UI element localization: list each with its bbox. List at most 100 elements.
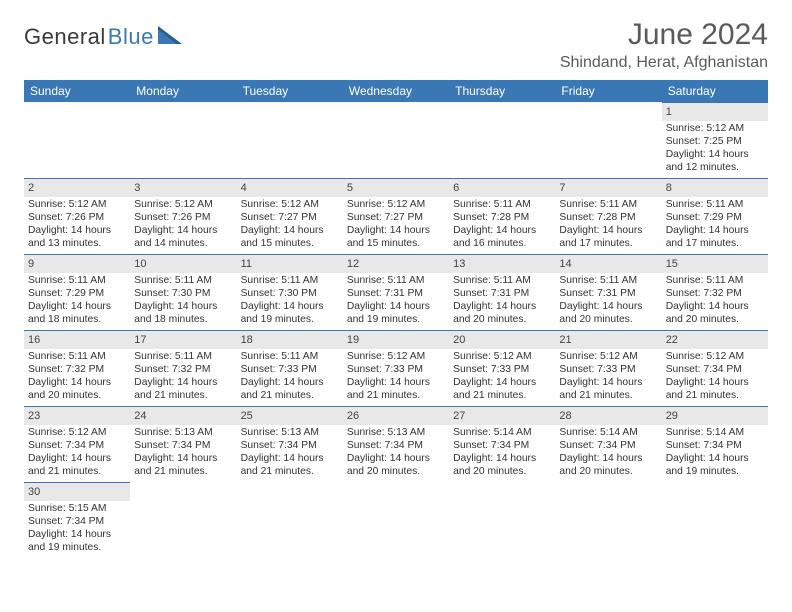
day-number-row: 1 — [24, 103, 768, 121]
sunset-text: Sunset: 7:32 PM — [134, 363, 232, 376]
day-number-cell: 16 — [24, 331, 130, 349]
sunset-text: Sunset: 7:31 PM — [347, 287, 445, 300]
day-content-cell — [130, 121, 236, 179]
sunset-text: Sunset: 7:29 PM — [666, 211, 764, 224]
sunrise-text: Sunrise: 5:11 AM — [28, 350, 126, 363]
sunrise-text: Sunrise: 5:11 AM — [559, 198, 657, 211]
daylight2-text: and 19 minutes. — [347, 313, 445, 326]
day-content-cell — [237, 501, 343, 559]
sunrise-text: Sunrise: 5:14 AM — [453, 426, 551, 439]
day-number-cell: 10 — [130, 255, 236, 273]
day-number-row: 30 — [24, 483, 768, 501]
day-number-cell — [24, 103, 130, 121]
daylight2-text: and 19 minutes. — [666, 465, 764, 478]
day-content-cell: Sunrise: 5:11 AMSunset: 7:30 PMDaylight:… — [237, 273, 343, 331]
daylight1-text: Daylight: 14 hours — [28, 224, 126, 237]
daylight2-text: and 21 minutes. — [347, 389, 445, 402]
sunset-text: Sunset: 7:30 PM — [241, 287, 339, 300]
day-header-monday: Monday — [130, 80, 236, 103]
sunset-text: Sunset: 7:34 PM — [28, 439, 126, 452]
sunrise-text: Sunrise: 5:12 AM — [134, 198, 232, 211]
day-header-friday: Friday — [555, 80, 661, 103]
day-number-cell — [449, 483, 555, 501]
sunset-text: Sunset: 7:33 PM — [559, 363, 657, 376]
daylight2-text: and 21 minutes. — [559, 389, 657, 402]
day-content-cell: Sunrise: 5:13 AMSunset: 7:34 PMDaylight:… — [130, 425, 236, 483]
daylight1-text: Daylight: 14 hours — [134, 376, 232, 389]
sunset-text: Sunset: 7:32 PM — [28, 363, 126, 376]
day-content-row: Sunrise: 5:15 AMSunset: 7:34 PMDaylight:… — [24, 501, 768, 559]
month-title: June 2024 — [560, 18, 768, 52]
sunset-text: Sunset: 7:26 PM — [28, 211, 126, 224]
day-content-cell: Sunrise: 5:15 AMSunset: 7:34 PMDaylight:… — [24, 501, 130, 559]
daylight2-text: and 21 minutes. — [134, 465, 232, 478]
daylight2-text: and 19 minutes. — [28, 541, 126, 554]
day-number-cell — [555, 103, 661, 121]
day-content-cell: Sunrise: 5:12 AMSunset: 7:34 PMDaylight:… — [662, 349, 768, 407]
sunset-text: Sunset: 7:34 PM — [134, 439, 232, 452]
sunrise-text: Sunrise: 5:11 AM — [134, 350, 232, 363]
sunrise-text: Sunrise: 5:12 AM — [28, 426, 126, 439]
sunset-text: Sunset: 7:33 PM — [453, 363, 551, 376]
title-block: June 2024 Shindand, Herat, Afghanistan — [560, 18, 768, 72]
daylight1-text: Daylight: 14 hours — [559, 224, 657, 237]
daylight1-text: Daylight: 14 hours — [134, 224, 232, 237]
day-number-cell — [343, 483, 449, 501]
daylight1-text: Daylight: 14 hours — [134, 452, 232, 465]
day-number-cell: 13 — [449, 255, 555, 273]
sunrise-text: Sunrise: 5:11 AM — [241, 350, 339, 363]
sunrise-text: Sunrise: 5:11 AM — [134, 274, 232, 287]
daylight1-text: Daylight: 14 hours — [666, 224, 764, 237]
sunset-text: Sunset: 7:27 PM — [241, 211, 339, 224]
day-number-row: 9101112131415 — [24, 255, 768, 273]
day-number-cell: 15 — [662, 255, 768, 273]
daylight2-text: and 21 minutes. — [28, 465, 126, 478]
day-number-row: 2345678 — [24, 179, 768, 197]
sunrise-text: Sunrise: 5:12 AM — [28, 198, 126, 211]
logo: General Blue — [24, 18, 184, 50]
sunrise-text: Sunrise: 5:11 AM — [666, 198, 764, 211]
daylight1-text: Daylight: 14 hours — [241, 300, 339, 313]
sunrise-text: Sunrise: 5:11 AM — [241, 274, 339, 287]
sunrise-text: Sunrise: 5:11 AM — [28, 274, 126, 287]
daylight2-text: and 21 minutes. — [241, 389, 339, 402]
sunrise-text: Sunrise: 5:13 AM — [241, 426, 339, 439]
sunset-text: Sunset: 7:33 PM — [347, 363, 445, 376]
day-content-cell: Sunrise: 5:14 AMSunset: 7:34 PMDaylight:… — [662, 425, 768, 483]
day-header-wednesday: Wednesday — [343, 80, 449, 103]
day-content-cell: Sunrise: 5:13 AMSunset: 7:34 PMDaylight:… — [343, 425, 449, 483]
sunset-text: Sunset: 7:34 PM — [453, 439, 551, 452]
day-content-cell — [237, 121, 343, 179]
daylight1-text: Daylight: 14 hours — [453, 376, 551, 389]
day-content-cell: Sunrise: 5:11 AMSunset: 7:31 PMDaylight:… — [343, 273, 449, 331]
day-content-cell: Sunrise: 5:11 AMSunset: 7:31 PMDaylight:… — [449, 273, 555, 331]
day-content-cell: Sunrise: 5:11 AMSunset: 7:29 PMDaylight:… — [24, 273, 130, 331]
page-header: General Blue June 2024 Shindand, Herat, … — [24, 18, 768, 72]
day-content-cell: Sunrise: 5:11 AMSunset: 7:28 PMDaylight:… — [449, 197, 555, 255]
day-number-cell: 17 — [130, 331, 236, 349]
daylight1-text: Daylight: 14 hours — [347, 376, 445, 389]
daylight1-text: Daylight: 14 hours — [241, 376, 339, 389]
sunrise-text: Sunrise: 5:12 AM — [347, 350, 445, 363]
daylight2-text: and 17 minutes. — [666, 237, 764, 250]
day-number-cell: 12 — [343, 255, 449, 273]
day-content-cell: Sunrise: 5:11 AMSunset: 7:31 PMDaylight:… — [555, 273, 661, 331]
day-content-cell — [343, 501, 449, 559]
daylight2-text: and 21 minutes. — [134, 389, 232, 402]
day-content-cell: Sunrise: 5:12 AMSunset: 7:26 PMDaylight:… — [130, 197, 236, 255]
sunset-text: Sunset: 7:32 PM — [666, 287, 764, 300]
sunrise-text: Sunrise: 5:14 AM — [559, 426, 657, 439]
sunset-text: Sunset: 7:34 PM — [666, 363, 764, 376]
day-header-tuesday: Tuesday — [237, 80, 343, 103]
daylight2-text: and 14 minutes. — [134, 237, 232, 250]
day-number-cell: 19 — [343, 331, 449, 349]
daylight2-text: and 20 minutes. — [666, 313, 764, 326]
daylight1-text: Daylight: 14 hours — [559, 376, 657, 389]
logo-text-general: General — [24, 24, 106, 50]
daylight1-text: Daylight: 14 hours — [28, 300, 126, 313]
location-subtitle: Shindand, Herat, Afghanistan — [560, 54, 768, 72]
day-content-cell: Sunrise: 5:12 AMSunset: 7:33 PMDaylight:… — [449, 349, 555, 407]
daylight1-text: Daylight: 14 hours — [241, 452, 339, 465]
day-number-cell — [449, 103, 555, 121]
daylight2-text: and 21 minutes. — [666, 389, 764, 402]
